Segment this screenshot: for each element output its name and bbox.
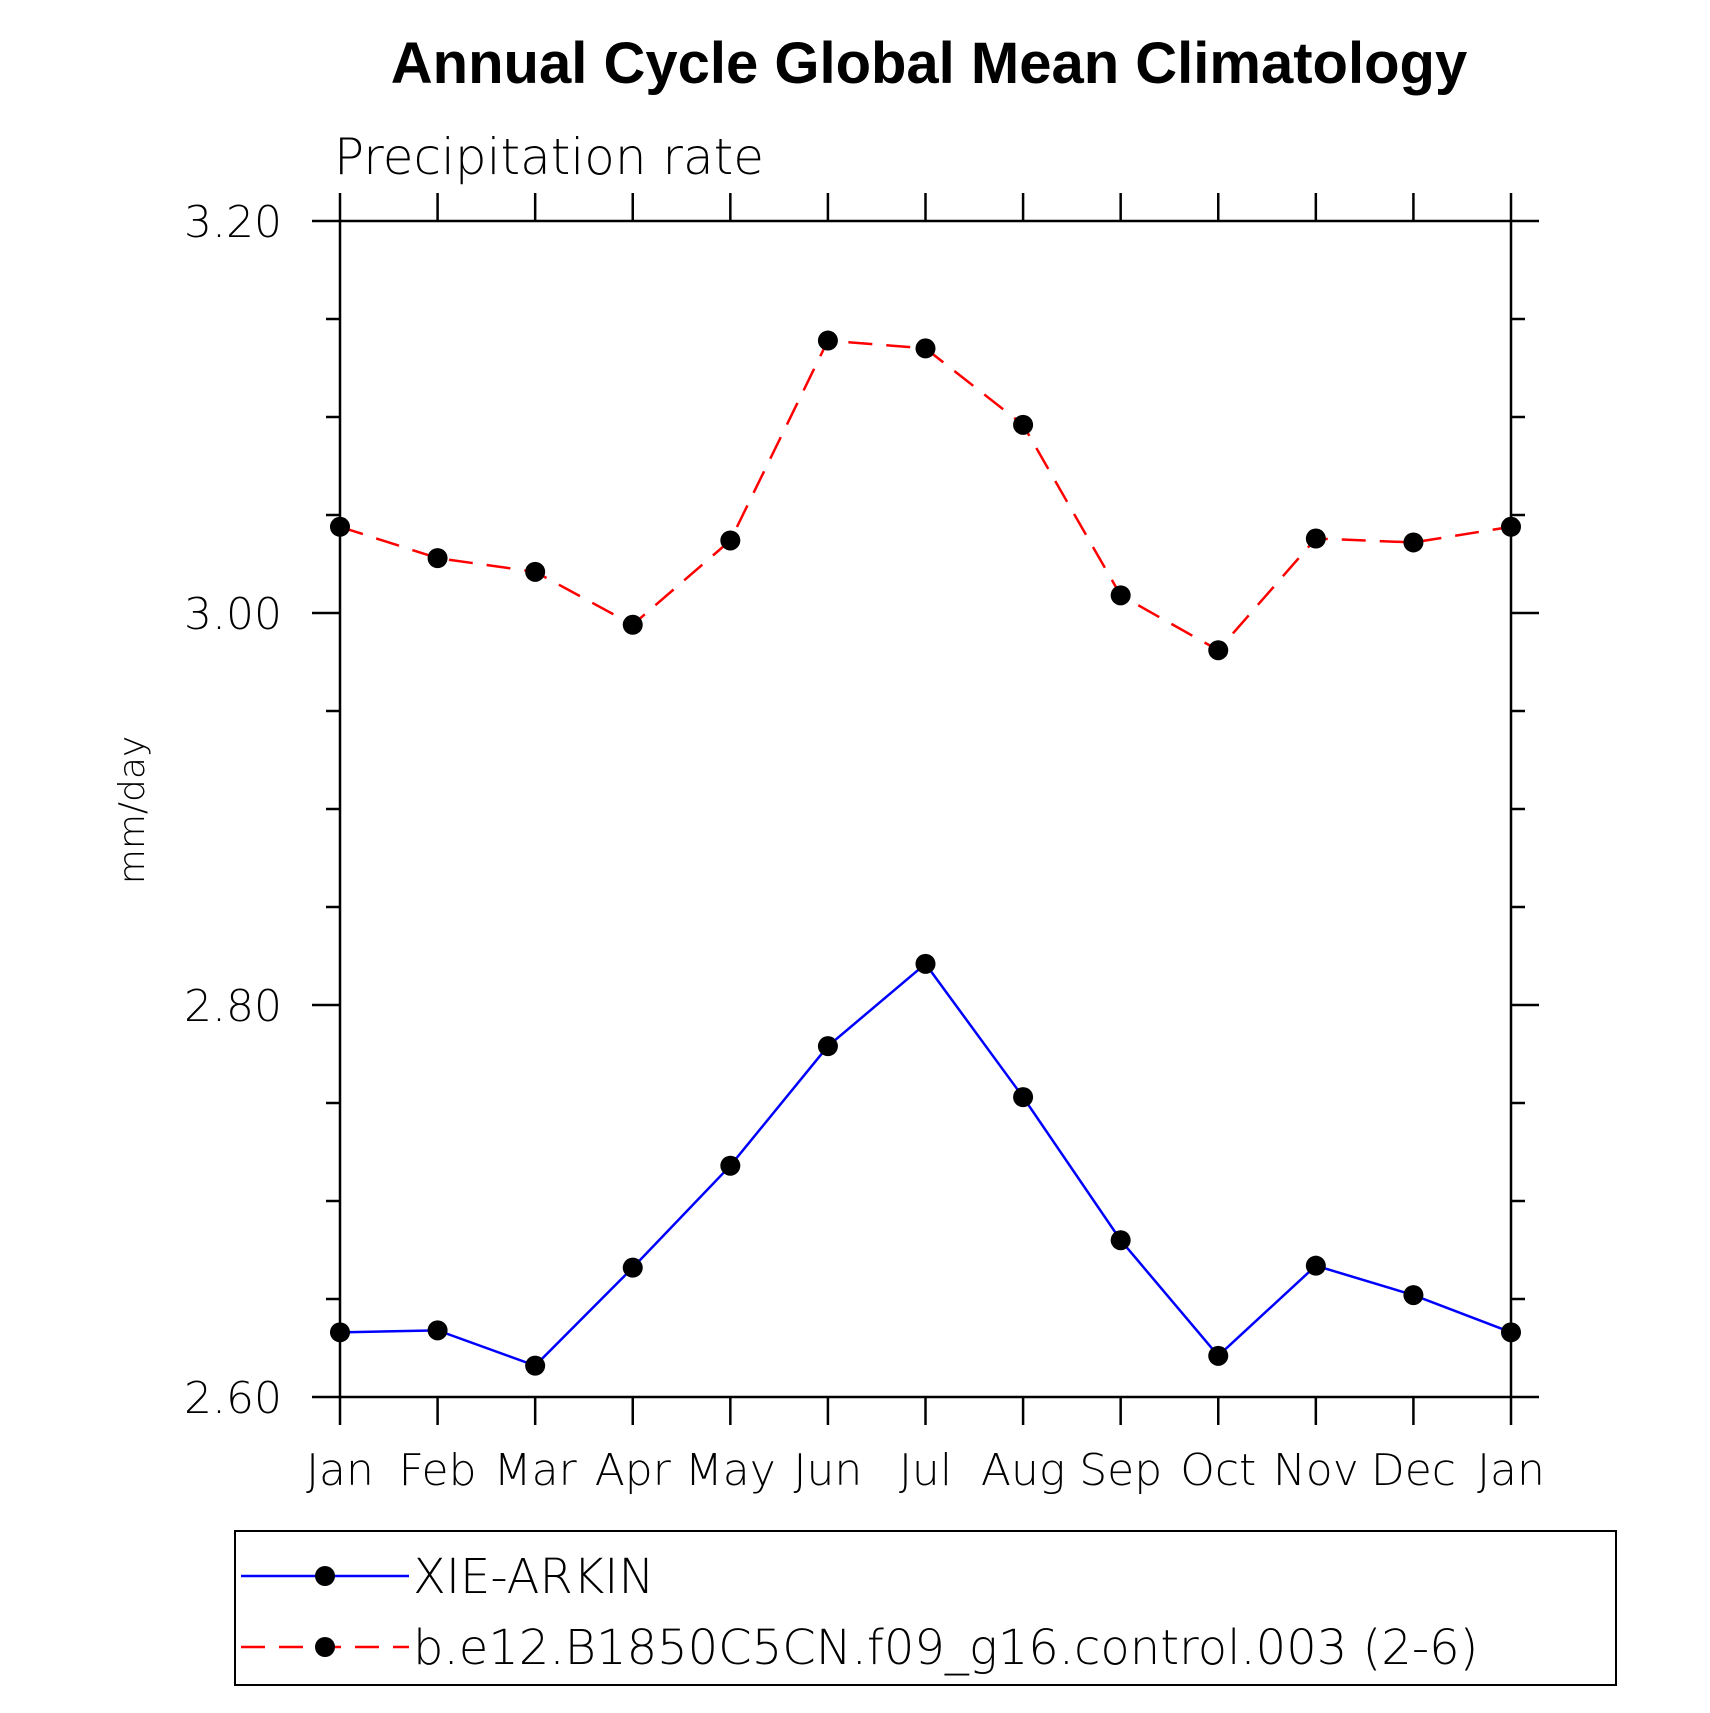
data-point-1 <box>1403 532 1424 553</box>
data-point-0 <box>1501 1322 1521 1343</box>
data-point-0 <box>1305 1255 1326 1276</box>
y-tick-label: 2.80 <box>184 981 282 1032</box>
plot-frame <box>338 219 1513 1399</box>
x-tick-label: Jul <box>899 1445 952 1496</box>
x-tick-label: Dec <box>1371 1445 1456 1496</box>
data-point-0 <box>817 1036 838 1057</box>
y-tick-label: 3.00 <box>184 589 282 640</box>
data-point-1 <box>525 561 546 582</box>
x-tick-label: Jan <box>306 1445 374 1496</box>
x-tick-label: Apr <box>595 1445 672 1496</box>
y-tick-label: 3.20 <box>184 197 282 248</box>
y-tick-label: 2.60 <box>184 1373 282 1424</box>
data-point-0 <box>915 953 936 974</box>
legend-box <box>234 1530 1617 1686</box>
data-point-1 <box>817 330 838 351</box>
x-tick-label: Oct <box>1180 1445 1256 1496</box>
x-tick-labels: Jan Feb Mar Apr May Jun Jul Aug Sep Oct Nov Dec Jan <box>306 1445 1545 1496</box>
data-point-1 <box>915 338 936 359</box>
chart-title: Annual Cycle Global Mean Climatology <box>391 31 1467 96</box>
legend-marker-1 <box>315 1637 335 1657</box>
data-point-0 <box>720 1155 741 1176</box>
legend-marker-0 <box>315 1566 335 1586</box>
legend-label-1: b.e12.B1850C5CN.f09_g16.control.003 (2-6… <box>413 1620 1478 1676</box>
x-tick-label: Jun <box>794 1445 863 1496</box>
data-point-0 <box>1110 1230 1131 1251</box>
x-tick-label: Sep <box>1079 1445 1162 1496</box>
data-point-0 <box>1208 1345 1229 1366</box>
data-point-0 <box>525 1355 546 1376</box>
data-point-1 <box>1501 516 1521 537</box>
series-line-0 <box>339 962 1512 1368</box>
data-point-1 <box>1110 585 1131 606</box>
legend: XIE-ARKIN b.e12.B1850C5CN.f09_g16.contro… <box>234 1530 1617 1686</box>
data-point-0 <box>427 1320 448 1341</box>
axis-ticks <box>312 193 1539 1425</box>
data-point-0 <box>622 1257 643 1278</box>
x-tick-label: Mar <box>494 1445 578 1496</box>
x-tick-label: Aug <box>981 1445 1065 1496</box>
series-layer <box>330 330 1521 1376</box>
data-point-1 <box>330 516 350 537</box>
chart-subtitle: Precipitation rate <box>334 128 764 186</box>
x-tick-label: Jan <box>1477 1445 1545 1496</box>
y-axis-label: mm/day <box>112 736 153 884</box>
y-tick-labels: 2.60 2.80 3.00 3.20 <box>184 197 282 1424</box>
data-point-0 <box>1013 1087 1034 1108</box>
data-point-1 <box>720 530 741 551</box>
legend-label-0: XIE-ARKIN <box>413 1549 654 1605</box>
x-tick-label: Feb <box>399 1445 477 1496</box>
data-point-1 <box>622 614 643 635</box>
data-point-1 <box>1208 640 1229 661</box>
data-point-1 <box>427 548 448 569</box>
data-point-1 <box>1013 414 1034 435</box>
data-point-0 <box>1403 1285 1424 1306</box>
data-point-1 <box>1305 528 1326 549</box>
series-line-1 <box>339 339 1512 652</box>
x-tick-label: May <box>685 1445 776 1496</box>
x-tick-label: Nov <box>1273 1445 1359 1496</box>
data-point-0 <box>330 1322 350 1343</box>
